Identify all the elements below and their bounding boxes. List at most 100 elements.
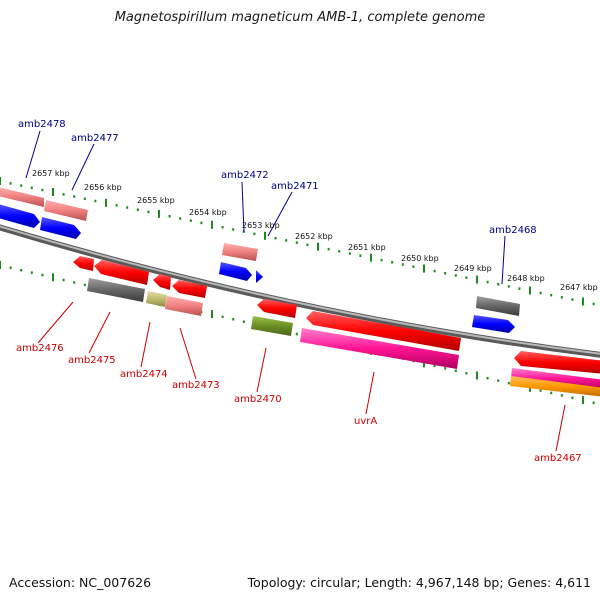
scale-minor-tick: [221, 226, 224, 229]
scale-major-tick: [211, 220, 213, 229]
gene-amb2478[interactable]: [0, 187, 44, 228]
scale-major-tick: [52, 273, 54, 282]
scale-minor-tick: [560, 394, 563, 397]
scale-major-tick: [476, 275, 478, 284]
gene-label-amb2475: amb2475: [68, 355, 116, 366]
gene-amb2467[interactable]: [510, 351, 600, 397]
genome-summary-text: Topology: circular; Length: 4,967,148 bp…: [247, 575, 591, 590]
scale-minor-tick: [433, 364, 436, 368]
scale-major-tick: [582, 396, 584, 405]
scale-minor-tick: [465, 372, 468, 375]
scale-labels: 2657 kbp 2656 kbp 2655 kbp 2654 kbp 2653…: [32, 169, 598, 292]
scale-minor-tick: [327, 247, 330, 251]
scale-label: 2648 kbp: [507, 274, 545, 283]
scale-minor-tick: [83, 283, 86, 287]
scale-minor-tick: [571, 396, 574, 400]
genome-backbone: [0, 224, 600, 358]
scale-minor-tick: [539, 389, 542, 392]
page-title: Magnetospirillum magneticum AMB-1, compl…: [114, 10, 486, 25]
scale-major-tick: [317, 242, 319, 251]
scale-minor-tick: [9, 182, 12, 185]
gene-amb2476[interactable]: [73, 256, 94, 271]
scale-minor-tick: [571, 298, 574, 301]
scale-minor-tick: [550, 293, 553, 297]
scale-minor-tick: [73, 195, 76, 198]
gene-amb2475[interactable]: [87, 260, 149, 302]
scale-minor-tick: [454, 274, 457, 277]
gene-amb2473[interactable]: [165, 280, 207, 316]
scale-label: 2649 kbp: [454, 264, 492, 273]
scale-label: 2653 kbp: [242, 221, 280, 230]
scale-minor-tick: [486, 280, 489, 284]
lower-gene-labels: amb2476 amb2475 amb2474 amb2473 amb2470 …: [16, 343, 582, 464]
scale-minor-tick: [274, 236, 277, 240]
gene-amb2470[interactable]: [251, 299, 297, 336]
scale-major-tick: [0, 261, 1, 269]
scale-minor-tick: [221, 315, 224, 319]
scale-minor-tick: [433, 269, 436, 273]
scale-minor-tick: [401, 263, 404, 266]
scale-minor-tick: [73, 281, 76, 284]
gene-label-amb2474: amb2474: [120, 369, 168, 380]
scale-minor-tick: [30, 271, 33, 274]
gene-uvrA[interactable]: [300, 311, 461, 369]
scale-major-tick: [105, 198, 107, 207]
scale-major-tick: [582, 297, 584, 306]
scale-minor-tick: [592, 302, 595, 306]
scale-minor-tick: [189, 219, 192, 222]
scale-minor-tick: [115, 204, 118, 207]
scale-minor-tick: [348, 252, 351, 255]
scale-minor-tick: [136, 208, 139, 211]
scale-minor-tick: [550, 391, 553, 395]
scale-minor-tick: [20, 268, 23, 272]
scale-minor-tick: [380, 258, 383, 262]
scale-label: 2657 kbp: [32, 169, 70, 178]
gene-amb2468[interactable]: [472, 296, 520, 333]
scale-label: 2655 kbp: [137, 196, 175, 205]
gene-amb2474[interactable]: [146, 274, 171, 307]
scale-major-tick: [158, 209, 160, 218]
gene-label-amb2478: amb2478: [18, 119, 66, 130]
scale-minor-tick: [62, 278, 65, 282]
scale-minor-tick: [507, 381, 510, 385]
upper-genes: [0, 187, 520, 333]
accession-text: Accession: NC_007626: [9, 575, 152, 590]
gene-amb2477[interactable]: [40, 200, 88, 239]
gene-label-amb2470: amb2470: [234, 394, 282, 405]
scale-minor-tick: [497, 379, 500, 382]
scale-minor-tick: [41, 188, 44, 192]
lower-leader-lines: [37, 301, 566, 452]
scale-minor-tick: [518, 287, 521, 290]
scale-minor-tick: [295, 241, 298, 244]
gene-label-amb2471: amb2471: [271, 181, 319, 192]
gene-label-amb2477: amb2477: [71, 133, 119, 144]
gene-label-uvrA: uvrA: [354, 416, 377, 427]
scale-label: 2651 kbp: [348, 243, 386, 252]
scale-minor-tick: [412, 265, 415, 268]
scale-minor-tick: [507, 285, 510, 288]
upper-gene-labels: amb2478 amb2477 amb2472 amb2471 amb2468: [18, 119, 537, 236]
gene-label-amb2468: amb2468: [489, 225, 537, 236]
scale-major-tick: [529, 286, 531, 295]
scale-minor-tick: [242, 320, 245, 323]
scale-minor-tick: [232, 318, 235, 321]
scale-minor-tick: [41, 273, 44, 277]
gene-label-amb2472: amb2472: [221, 170, 269, 181]
scale-major-tick: [423, 264, 425, 273]
scale-minor-tick: [444, 272, 447, 275]
scale-major-tick: [476, 371, 478, 380]
upper-leader-lines: [25, 130, 506, 285]
scale-label: 2652 kbp: [295, 232, 333, 241]
scale-minor-tick: [94, 199, 97, 203]
gene-amb2472[interactable]: [219, 243, 258, 281]
scale-minor-tick: [306, 243, 309, 247]
scale-minor-tick: [560, 296, 563, 299]
gene-label-amb2476: amb2476: [16, 343, 64, 354]
scale-minor-tick: [9, 266, 12, 269]
scale-minor-tick: [592, 401, 595, 405]
scale-minor-tick: [486, 376, 489, 380]
scale-major-tick: [264, 231, 266, 240]
gene-amb2471[interactable]: [256, 270, 263, 283]
